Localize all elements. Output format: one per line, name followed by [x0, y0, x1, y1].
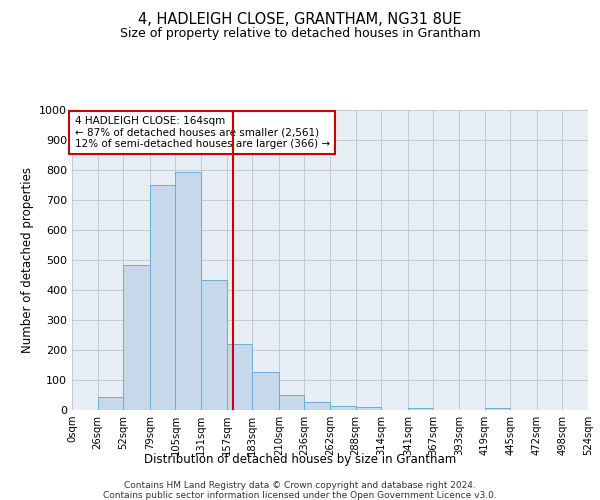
Bar	[201, 280, 227, 410]
Bar	[304, 402, 330, 410]
Bar	[175, 172, 201, 410]
Bar	[330, 406, 356, 410]
Bar	[408, 408, 433, 410]
Bar	[123, 264, 150, 410]
Bar	[252, 372, 279, 410]
Text: Size of property relative to detached houses in Grantham: Size of property relative to detached ho…	[119, 28, 481, 40]
Y-axis label: Number of detached properties: Number of detached properties	[20, 167, 34, 353]
Text: Contains HM Land Registry data © Crown copyright and database right 2024.: Contains HM Land Registry data © Crown c…	[124, 481, 476, 490]
Text: 4, HADLEIGH CLOSE, GRANTHAM, NG31 8UE: 4, HADLEIGH CLOSE, GRANTHAM, NG31 8UE	[138, 12, 462, 28]
Bar	[279, 395, 304, 410]
Bar	[98, 396, 123, 410]
Bar	[150, 185, 175, 410]
Text: Contains public sector information licensed under the Open Government Licence v3: Contains public sector information licen…	[103, 491, 497, 500]
Bar	[227, 344, 252, 410]
Bar	[356, 407, 381, 410]
Bar	[485, 408, 510, 410]
Text: 4 HADLEIGH CLOSE: 164sqm
← 87% of detached houses are smaller (2,561)
12% of sem: 4 HADLEIGH CLOSE: 164sqm ← 87% of detach…	[74, 116, 330, 149]
Text: Distribution of detached houses by size in Grantham: Distribution of detached houses by size …	[144, 452, 456, 466]
